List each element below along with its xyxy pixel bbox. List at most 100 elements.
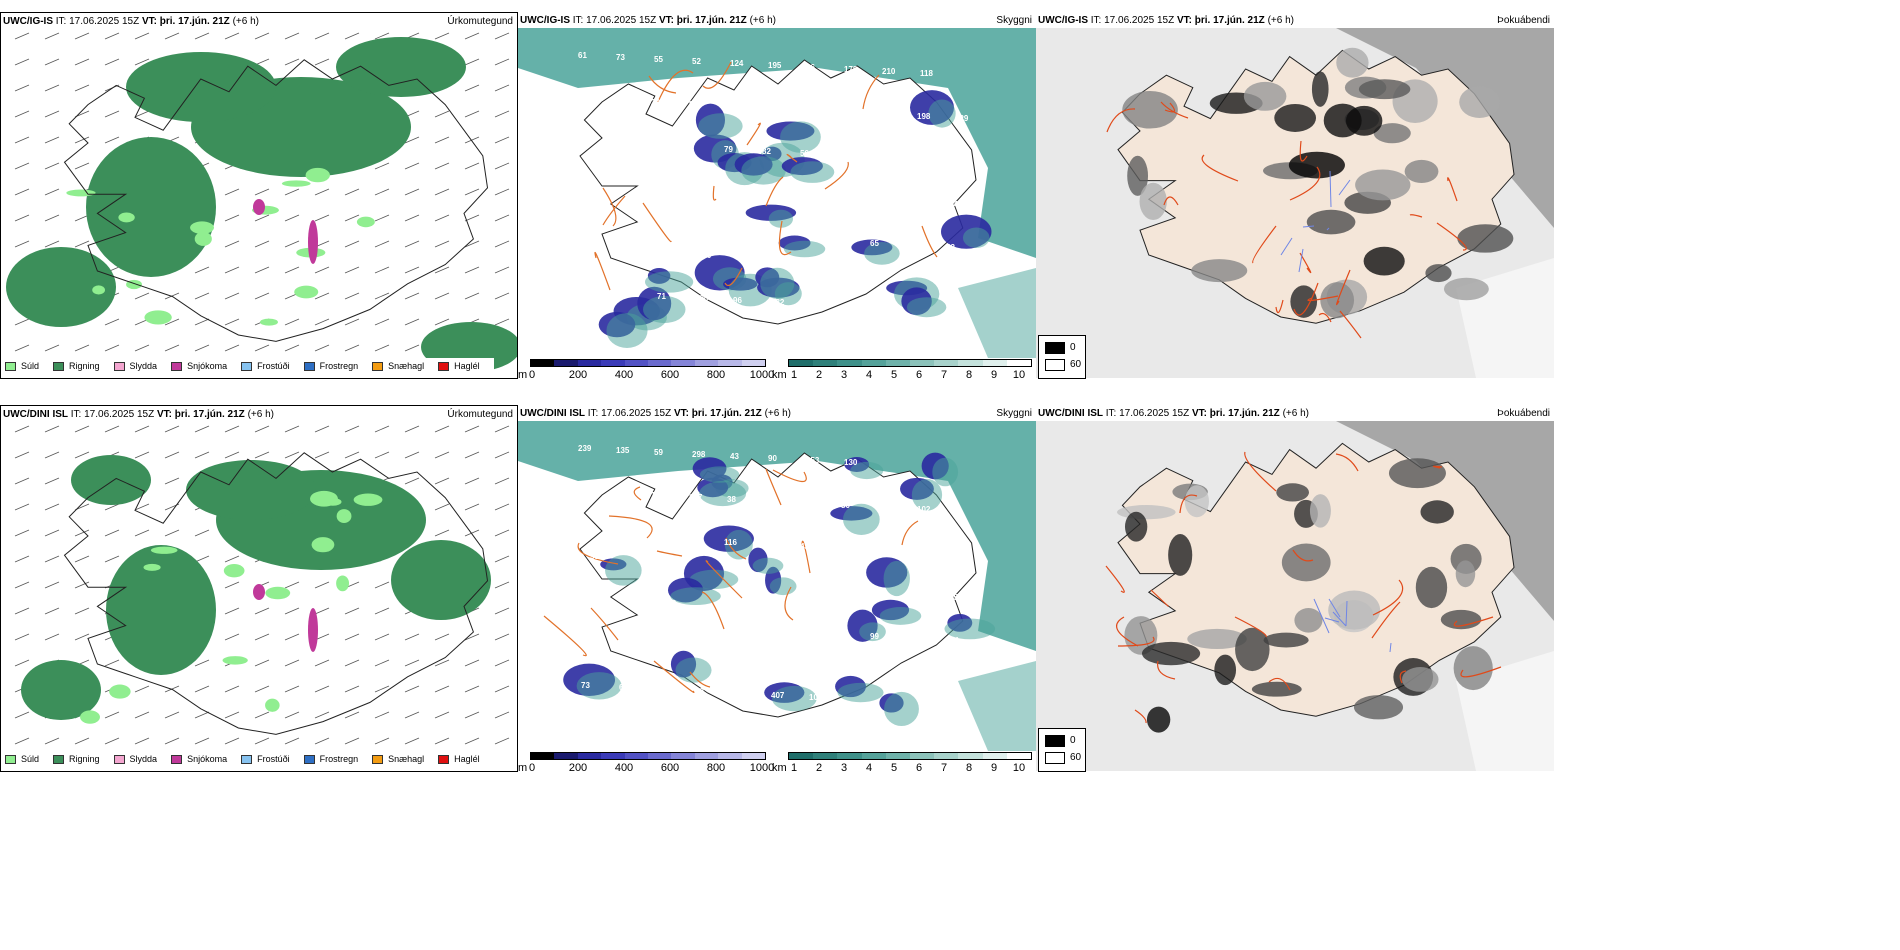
legend-label: Frostregn [319, 361, 359, 371]
wind-barb [434, 711, 450, 719]
visibility-label: 50 [800, 149, 809, 158]
fog-area [1117, 505, 1176, 520]
visibility-label: 84 [625, 597, 634, 606]
colorbar-strip [530, 752, 766, 760]
colorbar-tick: 4 [865, 762, 873, 772]
visibility-label: 142 [651, 491, 665, 500]
wind-barb [494, 555, 510, 563]
wind-barb [464, 477, 480, 485]
visibility-label: 132 [771, 298, 785, 307]
wind-barb [44, 32, 60, 40]
visibility-label: 20 [908, 634, 917, 643]
panel-header: UWC/DINI ISL IT: 17.06.2025 15Z VT: þri.… [3, 409, 274, 420]
wind-barb [104, 529, 120, 537]
wind-barb [314, 318, 330, 326]
wind-barb [104, 58, 120, 66]
colorbar-cell [958, 360, 983, 366]
wind-barb [494, 214, 510, 222]
legend-swatch [372, 361, 384, 371]
wind-barb [344, 240, 360, 248]
reduced-visibility-area [645, 271, 694, 293]
wind-barb [464, 162, 480, 170]
wind-barb [374, 188, 390, 196]
visibility-label: 57 [873, 589, 882, 598]
visibility-label: 102 [911, 591, 925, 600]
visibility-label: 340 [774, 255, 788, 264]
reduced-visibility-area [606, 313, 648, 349]
wind-barb [134, 529, 150, 537]
wind-barb [44, 425, 60, 433]
legend-swatch [5, 361, 16, 371]
drizzle-area [310, 490, 338, 507]
wind-barb [434, 266, 450, 274]
fog-area [1146, 706, 1171, 733]
legend-item: Súld [5, 754, 39, 764]
wind-barb [74, 84, 90, 92]
fog-legend-white [1045, 359, 1065, 371]
legend-swatch [241, 754, 253, 764]
wind-barb [284, 685, 300, 693]
wind-barb [284, 214, 300, 222]
wind-barb [104, 344, 120, 352]
visibility-label: 74 [660, 249, 669, 258]
drizzle-area [92, 285, 106, 295]
visibility-label: 43 [800, 542, 809, 551]
colorbar-tick: 0 [528, 369, 536, 379]
precip-type-panel-bottom: UWC/DINI ISL IT: 17.06.2025 15Z VT: þri.… [0, 405, 518, 772]
panel-title: Þokuábendi [1497, 408, 1550, 419]
drizzle-area [66, 189, 96, 197]
visibility-colorbar: km 1 2 3 4 5 6 7 8 9 10 [772, 359, 1036, 379]
reduced-visibility-area [769, 577, 797, 596]
wind-barb [404, 162, 420, 170]
visibility-colorbar: km 1 2 3 4 5 6 7 8 9 10 [772, 752, 1036, 772]
visibility-label: 79 [724, 145, 733, 154]
visibility-label: 174 [879, 503, 893, 512]
wind-barb [194, 32, 210, 40]
fog-map [1036, 421, 1554, 771]
drizzle-area [190, 221, 214, 234]
drizzle-area [305, 167, 330, 183]
reduced-visibility-area [884, 691, 919, 727]
drizzle-area [294, 285, 319, 299]
reduced-visibility-area [928, 99, 956, 128]
rain-area [126, 52, 276, 122]
wind-barb [404, 266, 420, 274]
wind-barb [14, 318, 30, 326]
wind-barb [434, 425, 450, 433]
legend-item: Frostúði [241, 754, 290, 764]
wind-barb [314, 425, 330, 433]
visibility-label: 62 [619, 683, 628, 692]
visibility-label: 178 [844, 65, 858, 74]
wind-barb [224, 188, 240, 196]
wind-barb [14, 32, 30, 40]
colorbar-tick: 5 [890, 369, 898, 379]
rain-area [186, 460, 316, 520]
visibility-label: 86 [797, 192, 806, 201]
visibility-label: 103 [584, 638, 598, 647]
visibility-label: 320 [952, 550, 966, 559]
wind-barb [494, 110, 510, 118]
wind-barb [194, 451, 210, 459]
wind-barb [254, 240, 270, 248]
fog-legend: 0 60 [1038, 335, 1086, 379]
wind-barb [224, 266, 240, 274]
visibility-label: 195 [768, 61, 782, 70]
wind-barb [164, 32, 180, 40]
wind-barb [44, 110, 60, 118]
precip-map [6, 32, 517, 372]
fog-area [1373, 123, 1411, 144]
precip-type-panel-top: UWC/IG-IS IT: 17.06.2025 15Z VT: þri. 17… [0, 12, 518, 379]
fog-legend-black [1045, 735, 1065, 747]
wind-barb [194, 711, 210, 719]
wind-barb [314, 451, 330, 459]
wind-barb [464, 503, 480, 511]
legend-swatch [113, 361, 125, 371]
drizzle-area [223, 564, 245, 578]
colorbar-tick: 8 [965, 369, 973, 379]
wind-barb [14, 633, 30, 641]
wind-barb [434, 240, 450, 248]
panel-header: UWC/DINI ISL IT: 17.06.2025 15Z VT: þri.… [1038, 408, 1309, 419]
drizzle-area [194, 231, 212, 246]
wind-barb [464, 240, 480, 248]
sea-visibility [958, 661, 1036, 751]
